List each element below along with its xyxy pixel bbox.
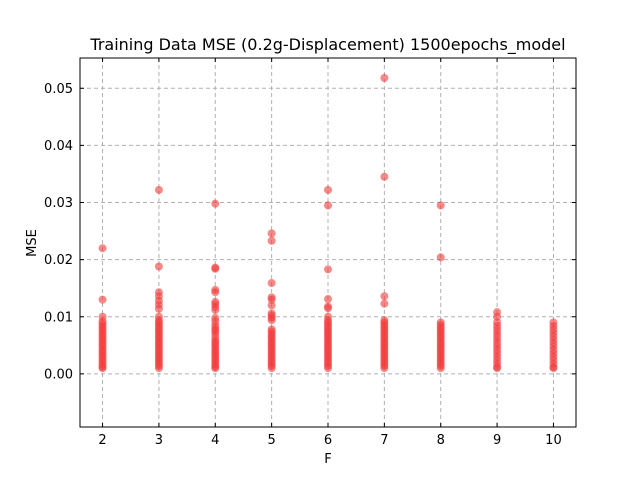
x-tick-label: 9	[493, 433, 501, 448]
data-point	[267, 301, 276, 310]
data-point	[324, 364, 332, 373]
data-point	[267, 236, 276, 245]
data-point	[211, 199, 220, 208]
data-point	[436, 364, 445, 373]
data-point	[211, 305, 220, 314]
x-tick-label: 4	[211, 433, 219, 448]
y-tick-label: 0.04	[44, 139, 73, 154]
data-point	[324, 185, 332, 194]
data-point	[436, 201, 445, 210]
data-point	[267, 279, 276, 288]
data-point	[267, 364, 276, 373]
x-tick-label: 7	[380, 433, 388, 448]
data-point	[380, 364, 389, 373]
data-point	[436, 253, 445, 262]
data-point	[154, 185, 163, 194]
data-point	[211, 288, 220, 297]
data-point	[380, 172, 389, 181]
y-axis-ticks: 0.00 0.01 0.02 0.03 0.04 0.05	[44, 82, 576, 382]
data-point	[211, 364, 220, 373]
x-tick-label: 3	[155, 433, 163, 448]
data-point	[98, 364, 107, 373]
chart-title: Training Data MSE (0.2g-Displacement) 15…	[89, 35, 565, 55]
data-point	[324, 265, 332, 274]
y-axis-label: MSE	[25, 229, 40, 257]
data-point	[154, 262, 163, 271]
data-points	[98, 73, 558, 373]
x-tick-label: 6	[324, 433, 332, 448]
data-point	[380, 299, 389, 308]
data-point	[267, 316, 276, 325]
data-point	[98, 244, 107, 253]
x-tick-label: 8	[437, 433, 445, 448]
y-tick-label: 0.03	[44, 196, 73, 211]
y-tick-label: 0.05	[44, 82, 73, 97]
data-point	[380, 292, 389, 301]
data-point	[98, 295, 107, 304]
x-tick-label: 5	[267, 433, 275, 448]
data-point	[493, 364, 502, 373]
x-tick-label: 10	[545, 433, 562, 448]
data-point	[324, 304, 332, 313]
y-tick-label: 0.01	[44, 310, 73, 325]
y-tick-label: 0.02	[44, 253, 73, 268]
data-point	[211, 264, 220, 273]
data-point	[493, 312, 502, 321]
x-axis-ticks: 2 3 4 5 6 7 8 9 10	[98, 58, 562, 448]
data-point	[324, 201, 332, 210]
data-point	[380, 73, 389, 82]
data-point	[549, 364, 558, 373]
data-point	[154, 364, 163, 373]
y-tick-label: 0.00	[44, 367, 73, 382]
data-point	[324, 295, 332, 304]
x-axis-label: F	[324, 452, 331, 467]
data-point	[267, 295, 276, 304]
data-point	[154, 304, 163, 313]
data-point	[267, 229, 276, 238]
x-tick-label: 2	[98, 433, 106, 448]
